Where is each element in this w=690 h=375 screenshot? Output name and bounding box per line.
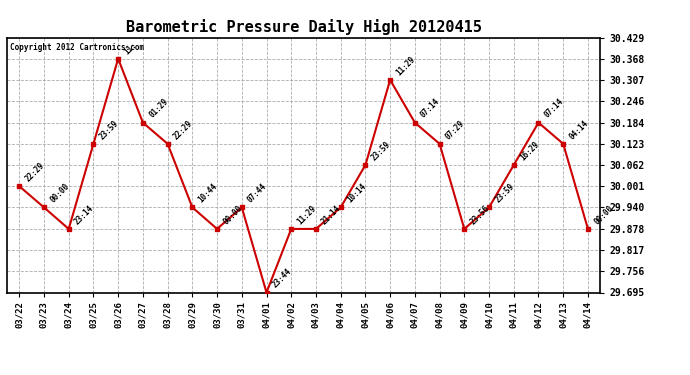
Text: 23:56: 23:56 [469, 203, 491, 226]
Text: 04:14: 04:14 [567, 118, 590, 141]
Text: 07:14: 07:14 [542, 97, 565, 120]
Text: 16:29: 16:29 [518, 140, 541, 162]
Text: 10:44: 10:44 [197, 182, 219, 205]
Text: 00:00: 00:00 [48, 182, 71, 205]
Text: 11:: 11: [122, 40, 139, 56]
Text: 01:29: 01:29 [147, 97, 170, 120]
Text: 00:00: 00:00 [592, 203, 615, 226]
Text: 23:59: 23:59 [97, 118, 120, 141]
Text: 23:44: 23:44 [270, 267, 293, 290]
Text: 07:44: 07:44 [246, 182, 268, 205]
Text: Copyright 2012 Cartronics.com: Copyright 2012 Cartronics.com [10, 43, 144, 52]
Text: 22:29: 22:29 [172, 118, 195, 141]
Text: 21:14: 21:14 [320, 203, 343, 226]
Text: 23:59: 23:59 [493, 182, 516, 205]
Text: 10:14: 10:14 [345, 182, 368, 205]
Title: Barometric Pressure Daily High 20120415: Barometric Pressure Daily High 20120415 [126, 19, 482, 35]
Text: 00:00: 00:00 [221, 203, 244, 226]
Text: 22:29: 22:29 [23, 161, 46, 183]
Text: 07:29: 07:29 [444, 118, 466, 141]
Text: 07:14: 07:14 [419, 97, 442, 120]
Text: 11:29: 11:29 [295, 203, 318, 226]
Text: 11:29: 11:29 [394, 54, 417, 77]
Text: 23:14: 23:14 [73, 203, 96, 226]
Text: 23:59: 23:59 [370, 140, 393, 162]
